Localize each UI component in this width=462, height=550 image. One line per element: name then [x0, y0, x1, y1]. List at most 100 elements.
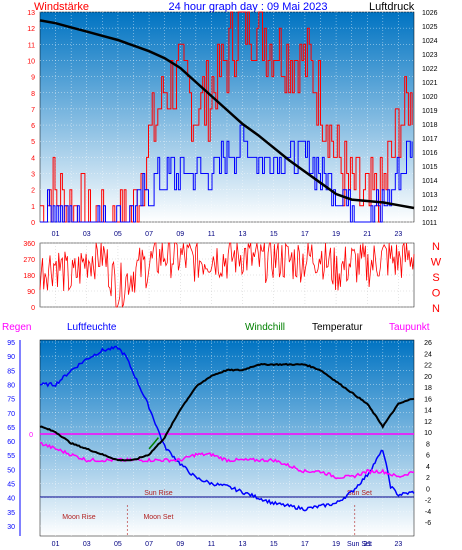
humidity-legend: Regen Luftfeuchte Windchill Temperatur Taupu…: [2, 322, 430, 333]
compass-label: O: [432, 288, 441, 300]
humidity-tick-label: 80: [7, 382, 15, 389]
x-tick-label: 07: [145, 541, 153, 548]
pressure-tick-label: 1015: [422, 164, 438, 171]
humidity-tick-label: 45: [7, 482, 15, 489]
pressure-tick-label: 1020: [422, 94, 438, 101]
humidity-tick-label: 65: [7, 425, 15, 432]
x-tick-label: 15: [270, 541, 278, 548]
chart-title: 24 hour graph day : 09 Mai 2023: [168, 1, 327, 13]
annotation-sun-set: Sun Set: [347, 490, 372, 497]
temperature-tick-label: 22: [424, 363, 432, 370]
x-tick-label: 05: [114, 231, 122, 238]
x-tick-label: 23: [395, 541, 403, 548]
direction-tick-label: 360: [23, 241, 35, 248]
humidity-tick-label: 90: [7, 354, 15, 361]
pressure-tick-label: 1016: [422, 150, 438, 157]
x-tick-label: 21: [363, 231, 371, 238]
humidity-y-labels: 30 35 40 45 50 55 60 65 70 75 80 85 90 95: [7, 340, 15, 531]
wind-tick-label: 2: [31, 188, 35, 195]
wind-tick-label: 13: [27, 10, 35, 17]
pressure-tick-label: 1011: [422, 220, 437, 227]
x-tick-label: 13: [239, 541, 247, 548]
temperature-tick-label: 2: [426, 475, 430, 482]
humidity-series: [39, 345, 415, 512]
pressure-tick-label: 1021: [422, 80, 438, 87]
temperature-tick-label: 4: [426, 464, 430, 471]
humidity-tick-label: 75: [7, 397, 15, 404]
wind-x-labels: 01 03 05 07 09 11 13 15 17 19 21 23: [52, 231, 403, 238]
annotation-moon-set: Moon Set: [143, 514, 173, 521]
temperature-tick-label: 26: [424, 340, 432, 347]
compass-label: S: [432, 272, 439, 284]
temperature-tick-label: 20: [424, 374, 432, 381]
pressure-y-labels: 1011 1012 1013 1014 1015 1016 1017 1018 1019 1020…: [422, 10, 438, 227]
series-windrichtung: [39, 242, 415, 308]
temperature-tick-label: -4: [425, 509, 431, 516]
wind-tick-label: 7: [31, 107, 35, 114]
compass-label: N: [432, 241, 440, 253]
direction-tick-label: 270: [23, 257, 35, 264]
temperature-tick-label: 12: [424, 419, 432, 426]
humidity-panel-bg: [39, 339, 415, 537]
series-temperatur: [39, 362, 415, 462]
humidity-tick-label: 95: [7, 340, 15, 347]
legend-label: Regen: [2, 322, 31, 333]
temperature-tick-label: 16: [424, 396, 432, 403]
x-tick-label: 03: [83, 231, 91, 238]
pressure-tick-label: 1019: [422, 108, 438, 115]
wind-tick-label: 10: [27, 58, 35, 65]
series-luftfeuchte: [39, 345, 415, 512]
x-tick-label: 23: [395, 231, 403, 238]
wind-tick-label: 6: [31, 123, 35, 130]
x-tick-label: 01: [52, 231, 60, 238]
humidity-x-labels: 01 03 05 07 09 11 13 15 17 19 21 23: [52, 541, 403, 548]
x-tick-label: 11: [208, 541, 215, 548]
humidity-tick-label: 50: [7, 467, 15, 474]
x-tick-label: 09: [176, 541, 184, 548]
humidity-tick-label: 85: [7, 368, 15, 375]
pressure-tick-label: 1024: [422, 38, 438, 45]
direction-y-labels: 0 90 180 270 360: [23, 241, 35, 312]
wind-tick-label: 8: [31, 91, 35, 98]
x-tick-label: 17: [301, 541, 309, 548]
direction-tick-label: 180: [23, 273, 35, 280]
x-tick-label: 13: [239, 231, 247, 238]
temperature-tick-label: 24: [424, 351, 432, 358]
pressure-tick-label: 1022: [422, 66, 438, 73]
x-tick-label: 07: [145, 231, 153, 238]
humidity-tick-label: 40: [7, 496, 15, 503]
wind-tick-label: 12: [27, 26, 35, 33]
x-tick-label: 21: [363, 541, 371, 548]
x-tick-label: 09: [176, 231, 184, 238]
left-axis-title: Windstärke: [34, 1, 89, 13]
legend-label: Luftfeuchte: [67, 322, 117, 333]
temperature-tick-label: 6: [426, 453, 430, 460]
wind-tick-label: 4: [31, 155, 35, 162]
wind-tick-label: 5: [31, 139, 35, 146]
compass-label: N: [432, 303, 440, 315]
legend-label: Temperatur: [312, 322, 363, 333]
humidity-tick-label: 35: [7, 510, 15, 517]
pressure-tick-label: 1025: [422, 24, 438, 31]
temperature-tick-label: 18: [424, 385, 432, 392]
compass-label: W: [431, 257, 442, 269]
wind-tick-label: 11: [28, 42, 35, 49]
temperature-tick-label: -2: [425, 498, 431, 505]
direction-tick-label: 0: [31, 305, 35, 312]
wind-series: [39, 11, 415, 223]
humidity-tick-label: 55: [7, 453, 15, 460]
annotation-moon-rise: Moon Rise: [62, 514, 96, 521]
humidity-tick-label: 30: [7, 524, 15, 531]
x-tick-label: 19: [332, 541, 340, 548]
temperature-tick-label: 8: [426, 441, 430, 448]
direction-tick-label: 90: [27, 289, 35, 296]
pressure-tick-label: 1013: [422, 192, 438, 199]
x-tick-label: 11: [208, 231, 215, 238]
annotation-sun-set-bottom: Sun Set: [347, 541, 372, 548]
right-axis-title: Luftdruck: [369, 1, 415, 13]
legend-label: Taupunkt: [389, 322, 430, 333]
series-luftdruck: [39, 19, 415, 210]
